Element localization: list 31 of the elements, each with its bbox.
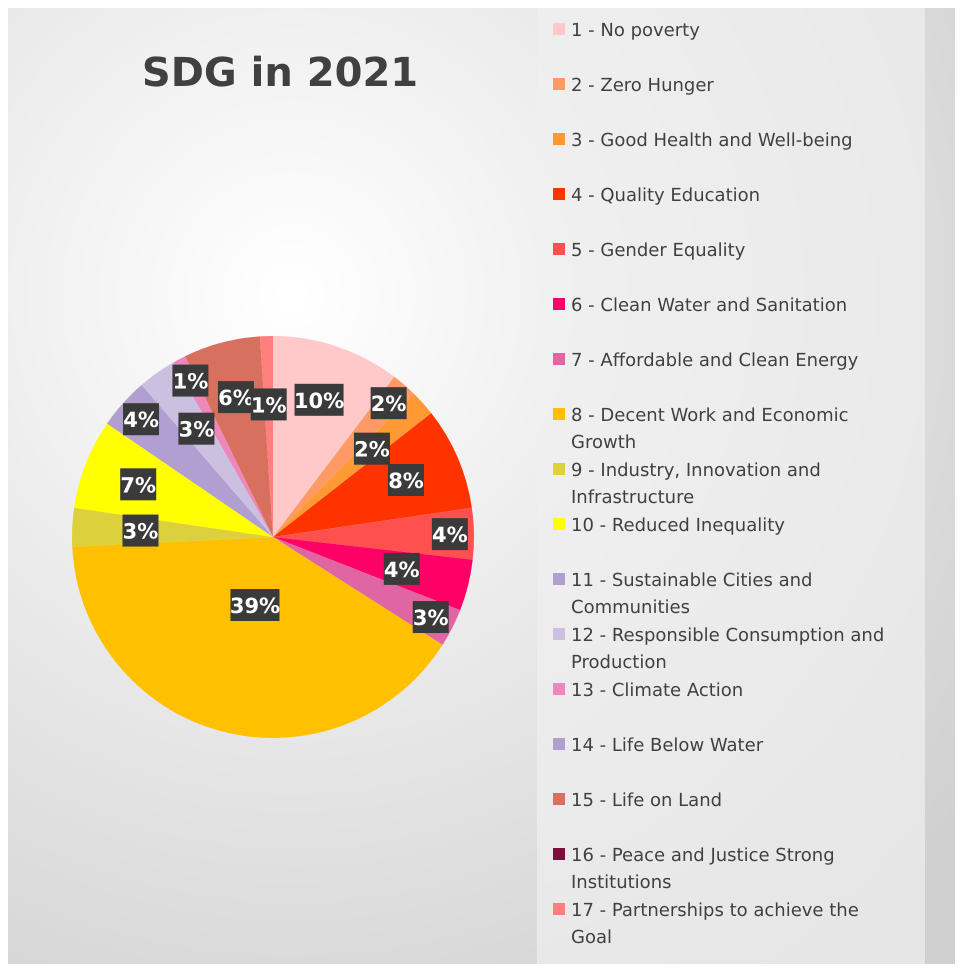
data-label: 2% xyxy=(370,392,406,416)
legend-label: 8 - Decent Work and Economic Growth xyxy=(571,405,849,453)
data-label: 4% xyxy=(384,558,420,582)
legend-label: 5 - Gender Equality xyxy=(571,240,746,261)
data-label: 8% xyxy=(388,469,424,493)
legend-label: 10 - Reduced Inequality xyxy=(571,515,786,536)
data-label: 39% xyxy=(230,594,280,618)
legend-label: 2 - Zero Hunger xyxy=(571,75,714,96)
legend-label: 16 - Peace and Justice Strong Institutions xyxy=(571,845,835,893)
legend-label: 15 - Life on Land xyxy=(571,790,722,811)
data-label: 2% xyxy=(354,438,390,462)
data-label: 3% xyxy=(122,520,158,544)
data-label: 7% xyxy=(120,473,156,498)
data-label: 4% xyxy=(123,408,159,432)
legend-label: 14 - Life Below Water xyxy=(571,735,764,756)
text: SDG in 2021 xyxy=(142,50,418,96)
legend-label: 13 - Climate Action xyxy=(571,680,744,701)
legend-label: 11 - Sustainable Cities and Communities xyxy=(571,570,812,618)
data-label: 3% xyxy=(178,418,214,442)
legend-label: 7 - Affordable and Clean Energy xyxy=(571,350,859,371)
legend-label: 9 - Industry, Innovation and Infrastructure xyxy=(571,460,821,508)
legend-label: 12 - Responsible Consumption and Production xyxy=(571,625,884,673)
data-label: 1% xyxy=(172,370,208,394)
data-label: 10% xyxy=(294,388,344,413)
legend-label: 1 - No poverty xyxy=(571,20,700,41)
legend-label: 4 - Quality Education xyxy=(571,185,760,206)
legend-label: 17 - Partnerships to achieve the Goal xyxy=(571,900,859,948)
data-label: 3% xyxy=(412,606,449,630)
legend-label: 3 - Good Health and Well-being xyxy=(571,130,853,151)
legend-label: 6 - Clean Water and Sanitation xyxy=(571,295,848,316)
data-label: 4% xyxy=(432,523,468,548)
